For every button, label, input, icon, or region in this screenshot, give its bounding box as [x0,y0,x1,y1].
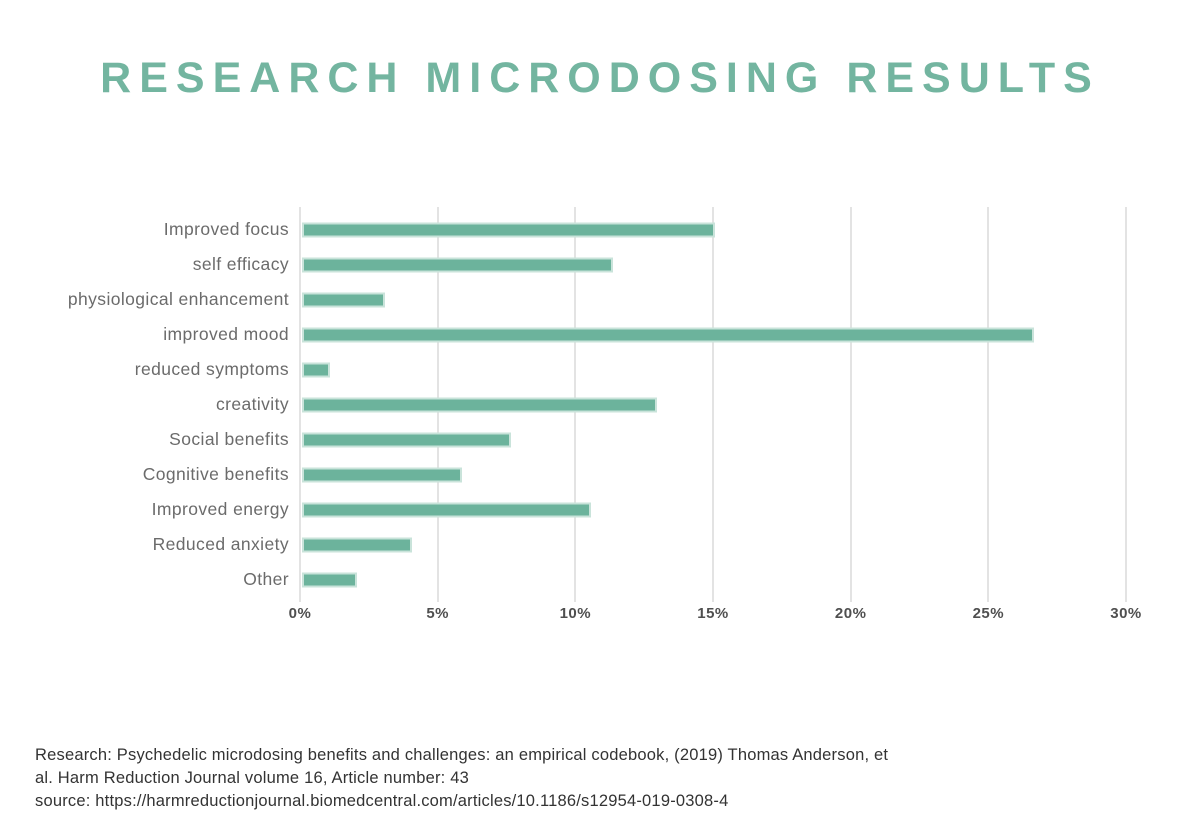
x-tick-label: 0% [288,605,312,622]
x-axis: 0% 5% 10% 15% 20% 25% 30% [289,605,1142,625]
x-tick-label: 30% [1110,605,1142,622]
bar [302,572,358,587]
chart-title: RESEARCH MICRODOSING RESULTS [100,54,1100,102]
plot-area: 0% 5% 10% 15% 20% 25% 30% [289,207,1141,622]
category-labels-column: Improved focus self efficacy physiological… [0,212,300,597]
bar-chart: Improved focus self efficacy physiological… [0,207,1141,622]
citation-line-2: al. Harm Reduction Journal volume 16, Ar… [35,769,469,787]
bar-row [300,352,1126,387]
category-label: physiological enhancement [67,289,289,309]
bar-row [300,282,1126,317]
bar [302,537,413,552]
bar-row [300,212,1126,247]
x-tick-label: 5% [426,605,449,622]
category-label: improved mood [163,324,289,344]
gridline [849,207,852,602]
gridline [712,207,714,602]
x-tick-label: 15% [697,605,729,622]
bar [302,292,385,307]
citation-line-1: Research: Psychedelic microdosing benefi… [35,746,889,764]
source-link-text: source: https://harmreductionjournal.bio… [35,792,729,810]
bar [302,257,614,272]
bar-row [300,562,1126,597]
bar [302,502,592,517]
category-label: Improved energy [151,499,289,519]
category-label: Social benefits [169,429,289,449]
category-label: self efficacy [192,254,289,274]
x-tick-label: 10% [559,605,592,622]
category-label: Cognitive benefits [142,464,289,484]
gridline [1125,207,1127,602]
gridline [987,207,990,602]
bar [302,397,658,412]
bar-row [300,457,1126,492]
bar-row [300,317,1126,352]
x-tick-label: 25% [972,605,1005,622]
x-tick-label: 20% [834,605,867,622]
category-label: reduced symptoms [134,359,289,379]
bar-row [300,247,1126,282]
bar [302,327,1035,342]
bar-row [300,387,1126,422]
bar-row [300,527,1126,562]
category-label: creativity [215,394,289,414]
footer-citation: Research: Psychedelic microdosing benefi… [35,744,1135,813]
bar [302,432,512,447]
gridline [299,207,301,602]
bar-row [300,492,1126,527]
bar-row [300,422,1126,457]
category-label: Improved focus [163,219,289,239]
bar [302,362,330,377]
bar [302,467,462,482]
category-label: Other [243,569,289,589]
bar [302,222,715,237]
category-label: Reduced anxiety [152,534,289,554]
